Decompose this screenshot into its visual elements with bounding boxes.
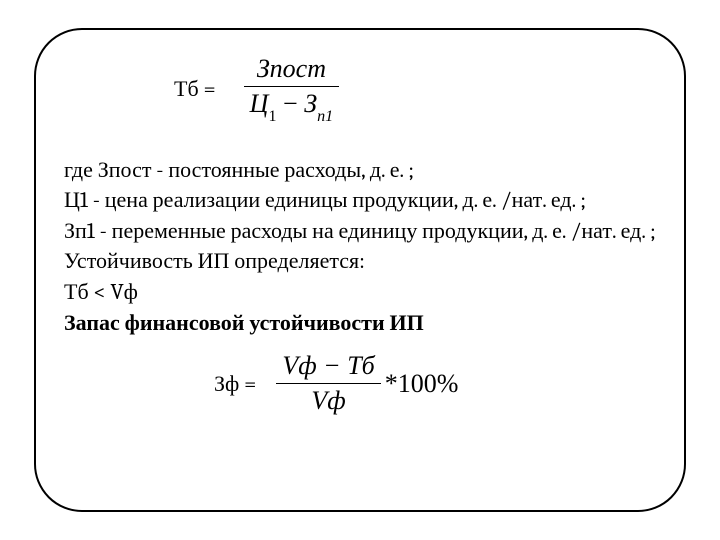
rounded-frame: Тб = Зпост Ц1 − Зп1 где Зпост - постоянн… <box>34 28 686 512</box>
den-z-sub: п1 <box>317 108 333 125</box>
den-minus: − <box>277 89 305 118</box>
formula2-fraction: Vф − Тб Vф <box>276 351 380 416</box>
formula1-label: Тб = <box>174 76 216 102</box>
formula2-tail: *100% <box>385 369 459 399</box>
slide: Тб = Зпост Ц1 − Зп1 где Зпост - постоянн… <box>0 0 720 540</box>
def-stability: Устойчивость ИП определяется: <box>64 247 656 276</box>
formula-margin: Зф = Vф − Тб Vф *100% <box>64 351 656 416</box>
den-c-sub: 1 <box>268 108 276 125</box>
den-z: З <box>304 89 317 118</box>
def-zp1: Зп1 - переменные расходы на единицу прод… <box>64 217 656 246</box>
def-inequality: Тб < Vф <box>64 278 656 307</box>
formula2-denominator: Vф <box>305 386 351 416</box>
definitions-block: где Зпост - постоянные расходы, д. е. ; … <box>64 156 656 338</box>
formula1-numerator: Зпост <box>251 54 332 84</box>
formula2-numerator: Vф − Тб <box>276 351 380 381</box>
def-zpost: где Зпост - постоянные расходы, д. е. ; <box>64 156 656 185</box>
formula2-label: Зф = <box>214 371 256 397</box>
den-c: Ц <box>250 89 269 118</box>
formula-breakeven: Тб = Зпост Ц1 − Зп1 <box>64 54 656 124</box>
fraction-bar-2 <box>276 383 380 384</box>
formula1-denominator: Ц1 − Зп1 <box>244 89 340 124</box>
def-c1: Ц1 - цена реализации единицы продукции, … <box>64 186 656 215</box>
formula1-fraction: Зпост Ц1 − Зп1 <box>244 54 340 124</box>
fraction-bar <box>244 86 340 87</box>
def-margin-title: Запас финансовой устойчивости ИП <box>64 309 656 338</box>
